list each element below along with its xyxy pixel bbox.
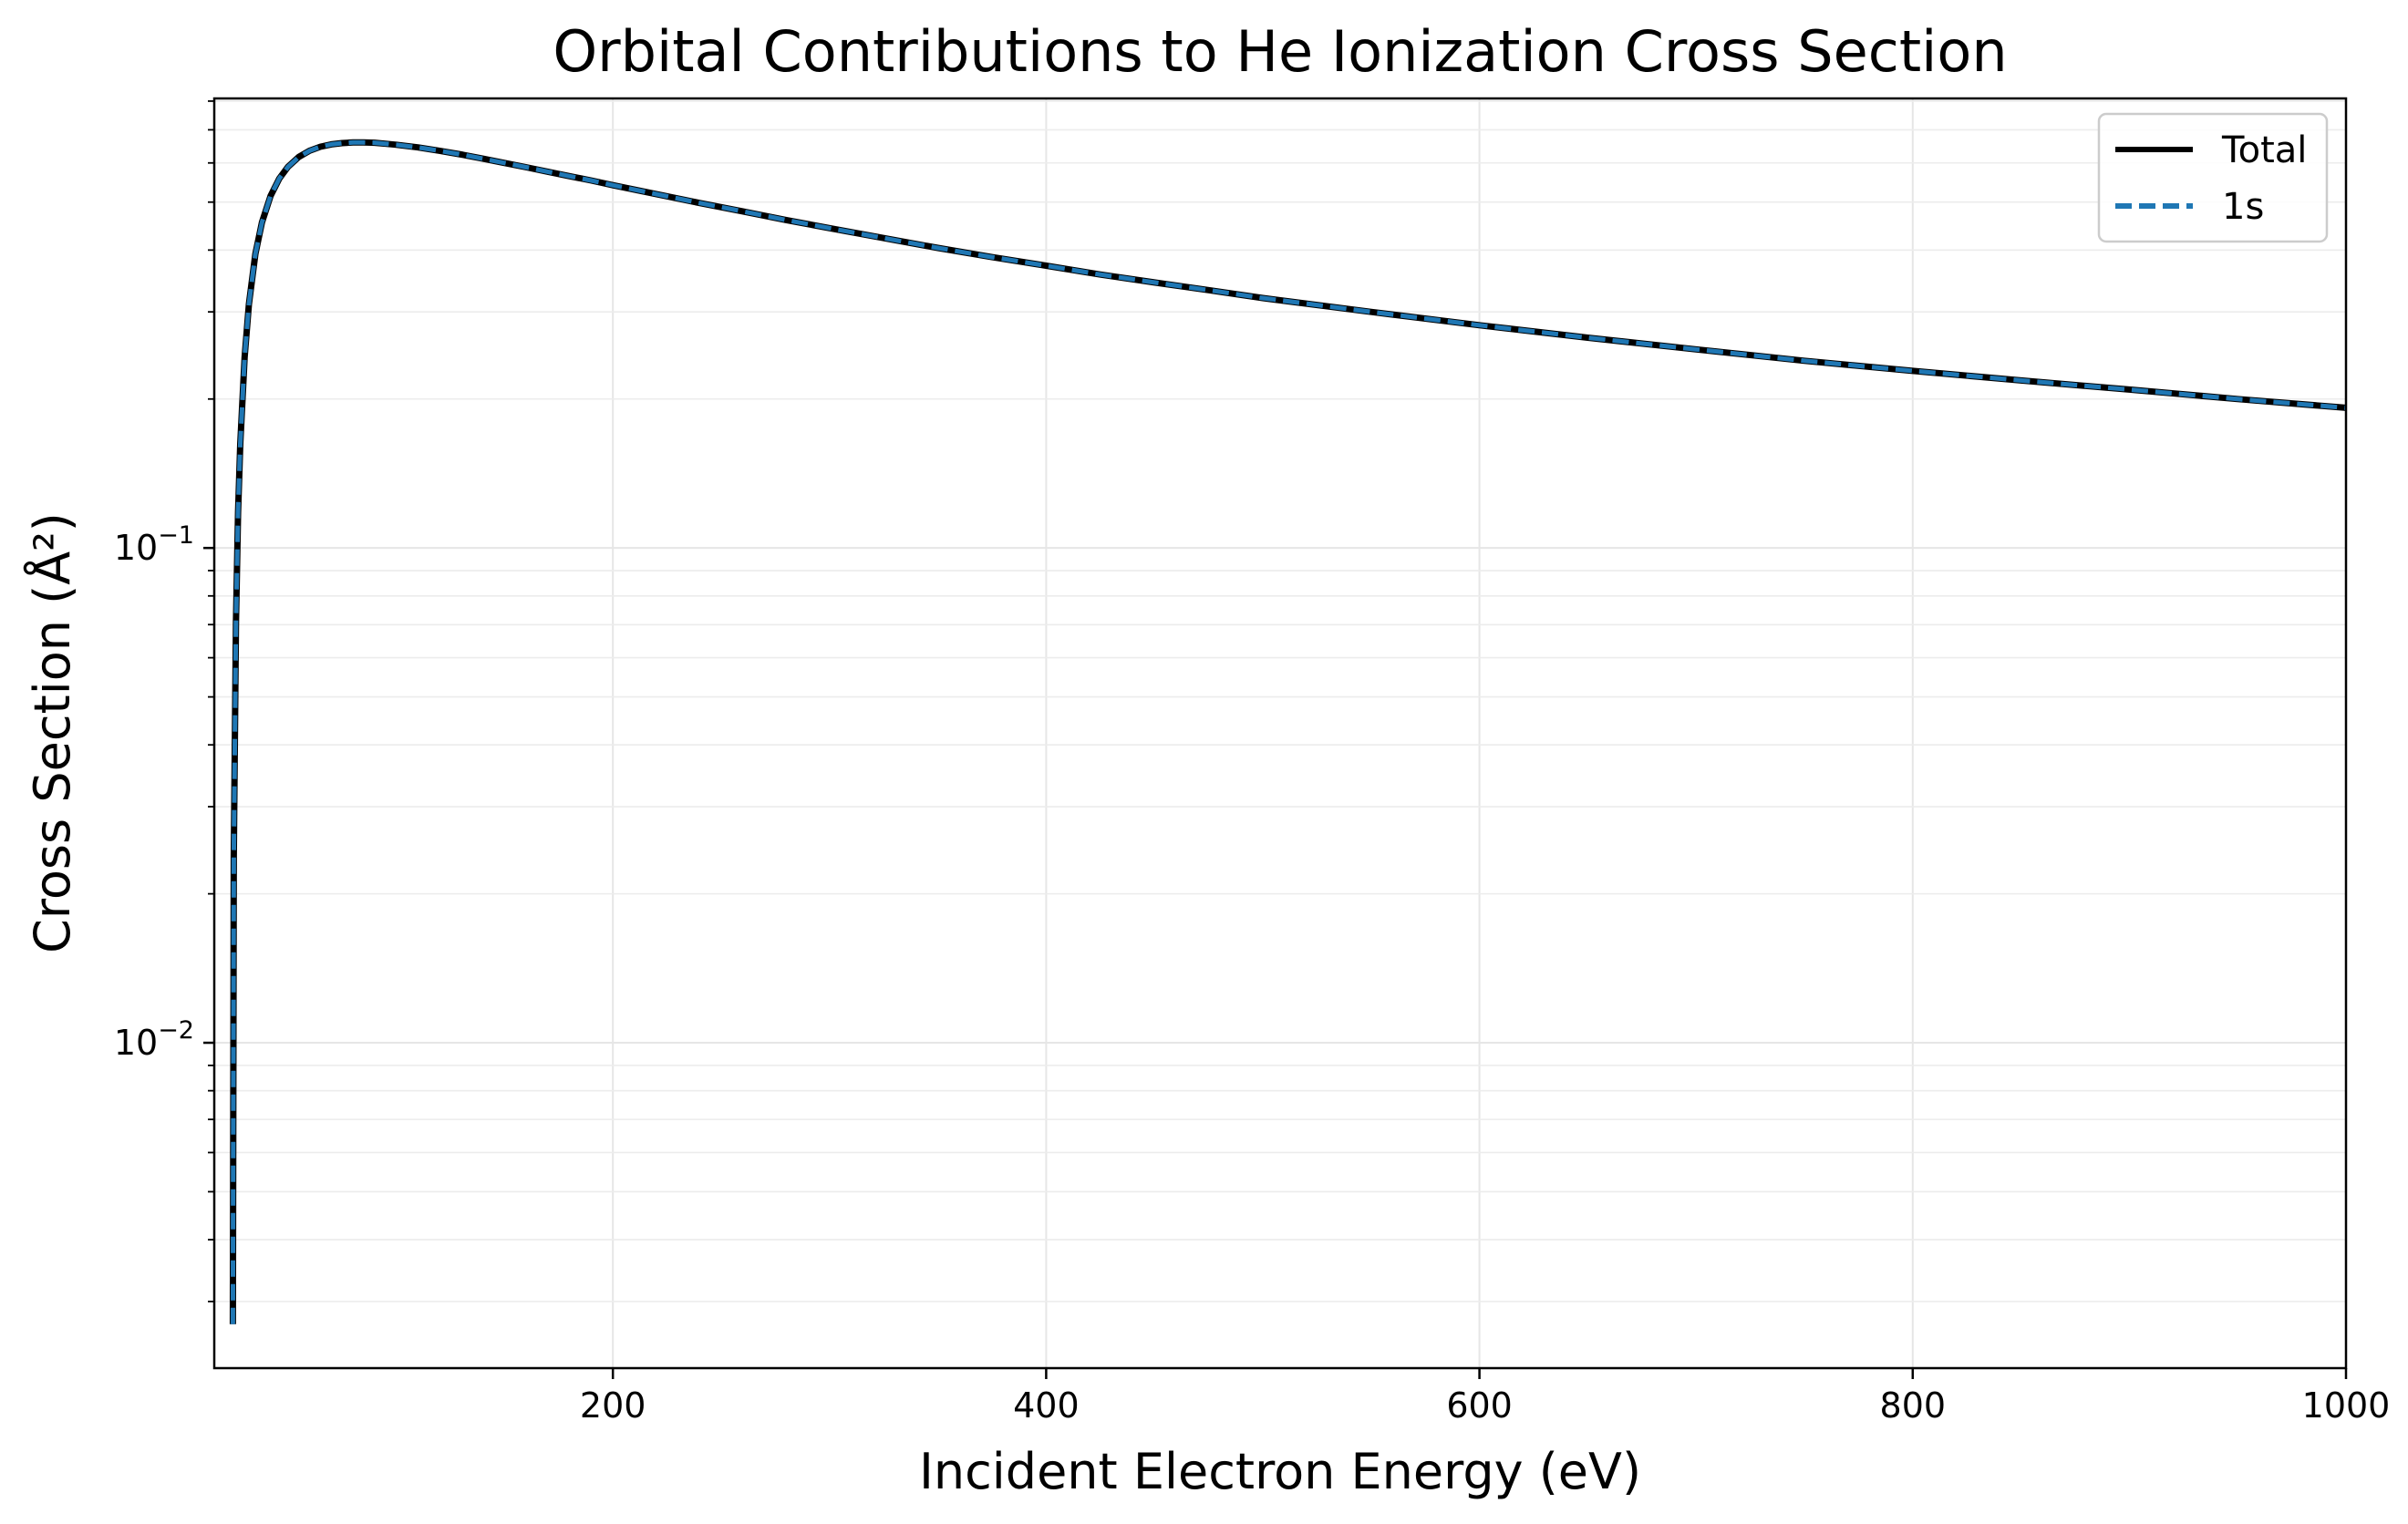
x-axis-label: Incident Electron Energy (eV) (919, 1443, 1641, 1500)
x-tick-label: 1000 (2302, 1385, 2391, 1426)
legend-box (2097, 112, 2329, 243)
y-tick-base: 10 (114, 528, 158, 568)
x-tick-label: 200 (580, 1385, 646, 1426)
legend-label-1s: 1s (2222, 186, 2264, 228)
chart-title: Orbital Contributions to He Ionization C… (553, 18, 2007, 85)
y-tick-label: 10−1 (114, 521, 194, 568)
y-tick-base: 10 (114, 1023, 158, 1063)
series-line-1s (230, 139, 2347, 1324)
y-tick-exponent: −1 (158, 521, 194, 550)
y-tick-exponent: −2 (158, 1016, 194, 1045)
x-tick-label: 400 (1013, 1385, 1080, 1426)
legend-label-total: Total (2221, 129, 2307, 171)
y-tick-label: 10−2 (114, 1016, 194, 1063)
y-axis-label: Cross Section (Å²) (23, 512, 81, 953)
plot-frame (212, 97, 2348, 1370)
x-tick-label: 600 (1446, 1385, 1513, 1426)
legend: Total 1s (2097, 112, 2329, 243)
series-layer (229, 139, 2347, 1324)
x-tick-label: 800 (1880, 1385, 1947, 1426)
grid-layer (214, 98, 2346, 1368)
